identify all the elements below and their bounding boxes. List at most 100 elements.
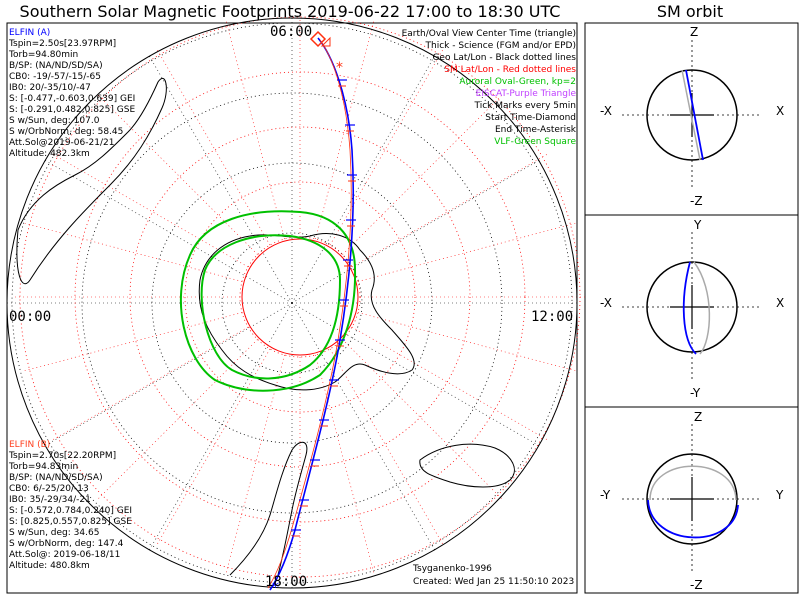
clock-label-bottom: 18:00 <box>265 574 308 590</box>
clock-label-left: 00:00 <box>9 309 52 325</box>
panel3-top-label: Z <box>694 410 703 424</box>
australia-outline <box>419 443 515 488</box>
legend-item: EISCAT-Purple Triangle <box>475 89 576 99</box>
end-asterisk-marker: * <box>272 580 279 596</box>
orbit-a-line <box>682 261 697 355</box>
elfin-a-info: ELFIN (A) Tspin=2.50s[23.97RPM] Torb=94.… <box>9 28 179 160</box>
sm-panels-frame <box>584 22 799 594</box>
africa-outline <box>16 77 167 285</box>
legend-item: End Time-Asterisk <box>494 125 576 135</box>
orbit-b-line <box>693 261 711 355</box>
sm-lon-line <box>329 50 443 246</box>
auroral-oval-outer <box>179 210 357 392</box>
info-line: Att.Sol@2019-06-21/21 <box>9 138 115 148</box>
panel3-right-label: Y <box>776 488 784 502</box>
sm-lon-line <box>315 354 375 573</box>
auroral-oval-inner <box>200 234 342 380</box>
info-line: Torb=94.83min <box>9 462 79 472</box>
info-line: S: [0.825,0.557,0.825] GSE <box>9 517 132 527</box>
earth-view-circle <box>6 17 578 589</box>
sm-lon-line <box>351 326 547 440</box>
info-line: S w/Sun, deg: 34.65 <box>9 528 100 538</box>
legend-item: Start Time-Diamond <box>485 113 576 123</box>
panel2-right-label: X <box>776 296 785 310</box>
info-line: S: [-0.572,0.784,0.240] GEI <box>9 506 133 516</box>
info-line: S w/Sun, deg: 107.0 <box>9 116 100 126</box>
sm-lon-line <box>157 50 271 246</box>
elfin-b-info: ELFIN (B) Tspin=2.70s[22.20RPM] Torb=94.… <box>9 440 179 572</box>
legend-item: Thick - Science (FGM and/or EPD) <box>425 41 576 51</box>
panel3-left-label: -Y <box>600 488 611 502</box>
sm-orbit-panels <box>622 40 762 574</box>
info-line: S w/OrbNorm, deg: 58.45 <box>9 127 124 137</box>
sm-lon-line <box>98 95 258 255</box>
sm-lon-line <box>315 21 375 240</box>
legend-item: Geo Lat/Lon - Black dotted lines <box>432 53 576 63</box>
legend: Earth/Oval View Center Time (triangle) T… <box>402 28 576 148</box>
info-line: S w/OrbNorm, deg: 147.4 <box>9 539 124 549</box>
info-line: IB0: 35/-29/34/-21 <box>9 495 91 505</box>
sm-lon-line <box>157 348 271 544</box>
orbit-a-line <box>647 499 739 539</box>
legend-item: Earth/Oval View Center Time (triangle) <box>401 29 576 39</box>
end-asterisk-marker: * <box>336 60 343 76</box>
geo-lon-line <box>291 160 539 304</box>
info-line: S: [-0.477,-0.603,0.639] GEI <box>9 94 136 104</box>
sm-lon-line <box>342 339 502 499</box>
info-line: B/SP: (NA/ND/SD/SA) <box>9 473 103 483</box>
sm-orbit-title: SM orbit <box>656 2 724 21</box>
sm-lon-line <box>357 222 576 282</box>
polar-map: ** <box>6 12 585 596</box>
geo-lon-line <box>45 160 293 304</box>
sm-lat-circle <box>239 236 361 358</box>
legend-item: Auroral Oval-Green, kp=2 <box>459 77 576 87</box>
sm-lon-line <box>357 312 576 372</box>
sm-lon-line <box>225 21 285 240</box>
panel1-bottom-label: -Z <box>690 194 703 208</box>
info-line: Att.Sol@: 2019-06-18/11 <box>9 550 121 560</box>
info-line: Altitude: 480.8km <box>9 561 90 571</box>
info-line: B/SP: (NA/ND/SD/SA) <box>9 61 103 71</box>
panel1-right-label: X <box>776 104 785 118</box>
geo-lon-line <box>291 302 539 446</box>
sm-inner-circle <box>241 238 359 356</box>
info-line: Tspin=2.70s[22.20RPM] <box>9 451 117 461</box>
orbit-a-line <box>685 69 704 161</box>
legend-item: SM Lat/Lon - Red dotted lines <box>444 65 576 75</box>
model-label: Tsyganenko-1996 <box>413 564 492 574</box>
sm-lon-line <box>24 222 243 282</box>
panel3-bottom-label: -Z <box>690 578 703 592</box>
sm-lat-circle <box>184 181 416 413</box>
legend-item: Tick Marks every 5min <box>474 101 576 111</box>
info-line: CB0: 6/-25/20/-13 <box>9 484 89 494</box>
south-america-outline <box>229 441 308 576</box>
elfin-b-trace <box>267 39 352 589</box>
geo-lat-circle <box>81 92 503 514</box>
panel2-top-label: Y <box>694 218 702 232</box>
info-line: S: [-0.291,0.482,0.825] GSE <box>9 105 136 115</box>
clock-label-top: 06:00 <box>270 24 313 40</box>
elfin-b-title: ELFIN (B) <box>9 440 51 450</box>
orbit-b-line <box>649 465 737 501</box>
info-line: Torb=94.80min <box>9 50 79 60</box>
panel1-top-label: Z <box>690 25 699 39</box>
plot-title: Southern Solar Magnetic Footprints 2019-… <box>19 2 561 21</box>
sm-lat-circle <box>129 126 471 468</box>
panel2-bottom-label: -Y <box>690 386 701 400</box>
geo-lat-circle <box>221 232 363 374</box>
view-center-triangle <box>320 36 331 47</box>
start-diamond-marker <box>309 30 327 48</box>
clock-label-right: 12:00 <box>531 309 574 325</box>
info-line: CB0: -19/-57/-15/-65 <box>9 72 101 82</box>
sm-lon-line <box>351 154 547 268</box>
sm-lon-line <box>53 326 249 440</box>
info-line: Altitude: 482.3km <box>9 149 90 159</box>
sm-lon-line <box>225 354 285 573</box>
panel2-left-label: -X <box>600 296 612 310</box>
sm-lon-line <box>342 95 502 255</box>
sm-lon-line <box>53 154 249 268</box>
legend-item: VLF-Green Square <box>494 137 576 147</box>
orbit-b-line <box>681 69 701 161</box>
created-label: Created: Wed Jan 25 11:50:10 2023 <box>413 577 575 587</box>
